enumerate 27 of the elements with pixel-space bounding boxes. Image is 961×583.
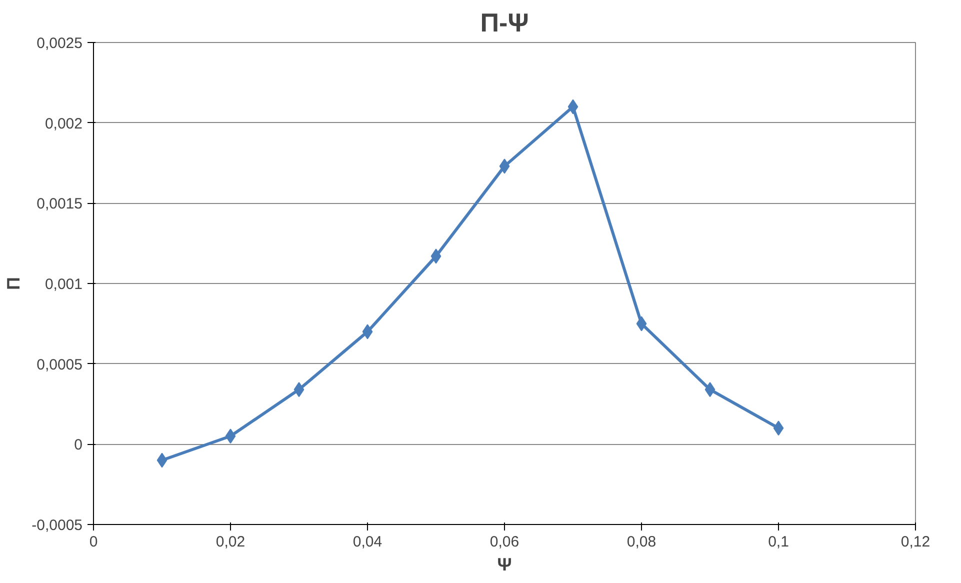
point (499, 158, 510, 174)
x-tick-label: 0,06 (490, 534, 520, 550)
y-tick-label: -0,0005 (32, 517, 82, 534)
chart-title: Π-Ψ (480, 8, 529, 38)
point (773, 420, 784, 436)
x-tick-label: 0,12 (900, 534, 930, 550)
x-tick-label: 0,02 (216, 534, 246, 550)
y-tick-label: 0,001 (44, 276, 83, 293)
x-tick-label: 0,04 (352, 534, 382, 550)
point (430, 248, 442, 264)
y-tick-label: 0,002 (44, 115, 83, 132)
point (225, 428, 236, 444)
point (294, 382, 304, 398)
x-tick-label: 0 (89, 534, 98, 550)
point (156, 452, 168, 468)
x-tick-label: 0,1 (768, 534, 789, 550)
point (636, 316, 647, 332)
point (568, 99, 578, 114)
x-axis-title: Ψ (497, 554, 512, 574)
y-tick-label: 0,0015 (36, 196, 83, 213)
y-tick-label: 0,0025 (36, 35, 83, 52)
point (362, 324, 373, 340)
y-tick-label: 0 (74, 436, 82, 454)
x-tick-label: 0,08 (626, 534, 656, 550)
point (704, 382, 716, 398)
y-axis-title: Π (4, 277, 24, 290)
y-tick-label: 0,0005 (36, 356, 83, 374)
